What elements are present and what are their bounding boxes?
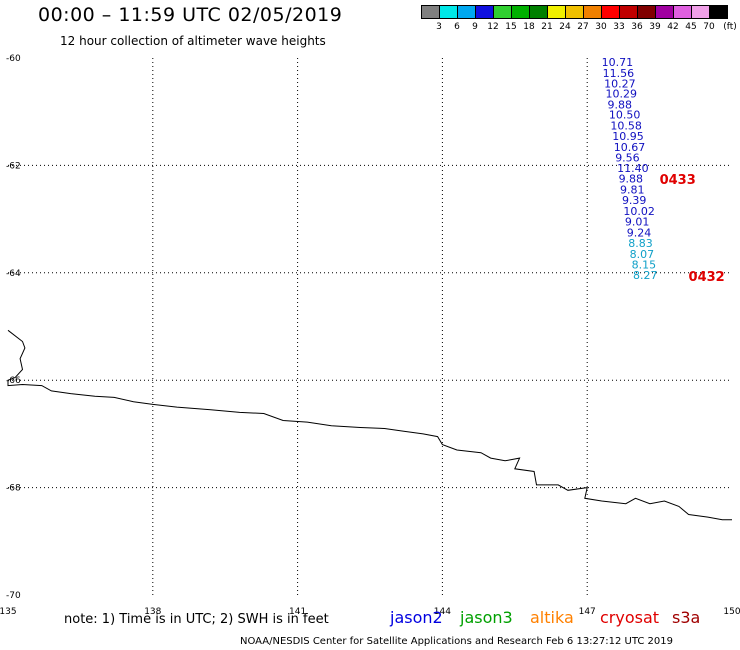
longitude-tick-label: 144 <box>434 607 451 617</box>
swh-value: 10.02 <box>623 205 655 218</box>
map-subtitle: 12 hour collection of altimeter wave hei… <box>60 34 326 48</box>
swh-value: 9.88 <box>607 98 632 111</box>
legend-label: 42 <box>667 22 679 32</box>
legend-label: 6 <box>454 22 460 32</box>
satellite-jason2: jason2 <box>390 608 443 627</box>
legend-label: 24 <box>559 22 571 32</box>
latitude-tick-label: -68 <box>6 484 21 494</box>
legend-label: 70 <box>703 22 715 32</box>
swh-value: 8.27 <box>633 269 658 282</box>
longitude-tick-label: 138 <box>144 607 161 617</box>
legend-label: 21 <box>541 22 553 32</box>
latitude-tick-label: -66 <box>6 376 21 386</box>
swh-value: 10.58 <box>610 119 642 132</box>
legend-label: 15 <box>505 22 517 32</box>
legend-label: 3 <box>436 22 442 32</box>
swh-value: 11.56 <box>603 67 635 80</box>
coastline <box>7 329 732 521</box>
swh-value: 10.29 <box>606 88 638 101</box>
legend-label: 12 <box>487 22 499 32</box>
satellite-jason3: jason3 <box>460 608 513 627</box>
swh-value: 9.39 <box>622 194 647 207</box>
swh-value: 10.71 <box>602 56 634 69</box>
latitude-tick-label: -70 <box>6 591 21 601</box>
latitude-tick-label: -62 <box>6 161 21 171</box>
legend-label: 45 <box>685 22 697 32</box>
swh-value: 10.27 <box>604 78 636 91</box>
longitude-tick-label: 150 <box>723 607 740 617</box>
coastline-path <box>7 329 732 521</box>
swh-value: 10.67 <box>614 141 646 154</box>
swh-value: 10.50 <box>609 109 641 122</box>
swh-value: 8.83 <box>628 237 653 250</box>
longitude-tick-label: 141 <box>289 607 306 617</box>
map-title: 00:00 – 11:59 UTC 02/05/2019 <box>38 4 343 26</box>
swh-value: 9.88 <box>619 173 644 186</box>
pass-time-label: 0432 <box>689 270 725 285</box>
credit-line: NOAA/NESDIS Center for Satellite Applica… <box>240 636 673 647</box>
legend-label: 30 <box>595 22 607 32</box>
axis-ticks: 135 138 141 144 147 150 -60 -62 -64 -66 -68 -70 <box>0 54 740 617</box>
wave-height-observations: 10.7111.5610.2710.299.8810.5010.5810.951… <box>602 56 658 282</box>
satellite-altika: altika <box>530 608 574 627</box>
pass-time-label: 0433 <box>660 173 696 188</box>
footer-note: note: 1) Time is in UTC; 2) SWH is in fe… <box>64 612 329 627</box>
swh-value: 9.01 <box>625 216 650 229</box>
legend-unit: (ft) <box>723 22 737 32</box>
legend-swatch <box>709 5 728 19</box>
legend-label: 18 <box>523 22 535 32</box>
legend-label: 27 <box>577 22 589 32</box>
longitude-tick-label: 135 <box>0 607 17 617</box>
legend-label: 39 <box>649 22 661 32</box>
swh-value: 9.81 <box>620 183 645 196</box>
swh-value: 10.95 <box>612 130 644 143</box>
pass-time-labels: 0433 0432 <box>660 173 725 285</box>
swh-value: 9.24 <box>627 226 652 239</box>
swh-value: 8.07 <box>630 248 655 261</box>
latitude-tick-label: -60 <box>6 54 21 64</box>
satellite-cryosat: cryosat <box>600 608 660 627</box>
legend-label: 9 <box>472 22 478 32</box>
map-grid <box>8 58 732 595</box>
swh-value: 9.56 <box>615 152 640 165</box>
swh-value: 8.15 <box>632 259 657 272</box>
longitude-tick-label: 147 <box>579 607 596 617</box>
swh-value: 11.40 <box>617 162 649 175</box>
color-scale-legend: 3 6 9 12 15 18 21 24 27 30 33 36 39 42 45 70 (ft) <box>421 5 737 35</box>
satellite-s3a: s3a <box>672 608 701 627</box>
legend-label: 33 <box>613 22 625 32</box>
legend-label: 36 <box>631 22 643 32</box>
latitude-tick-label: -64 <box>6 269 21 279</box>
